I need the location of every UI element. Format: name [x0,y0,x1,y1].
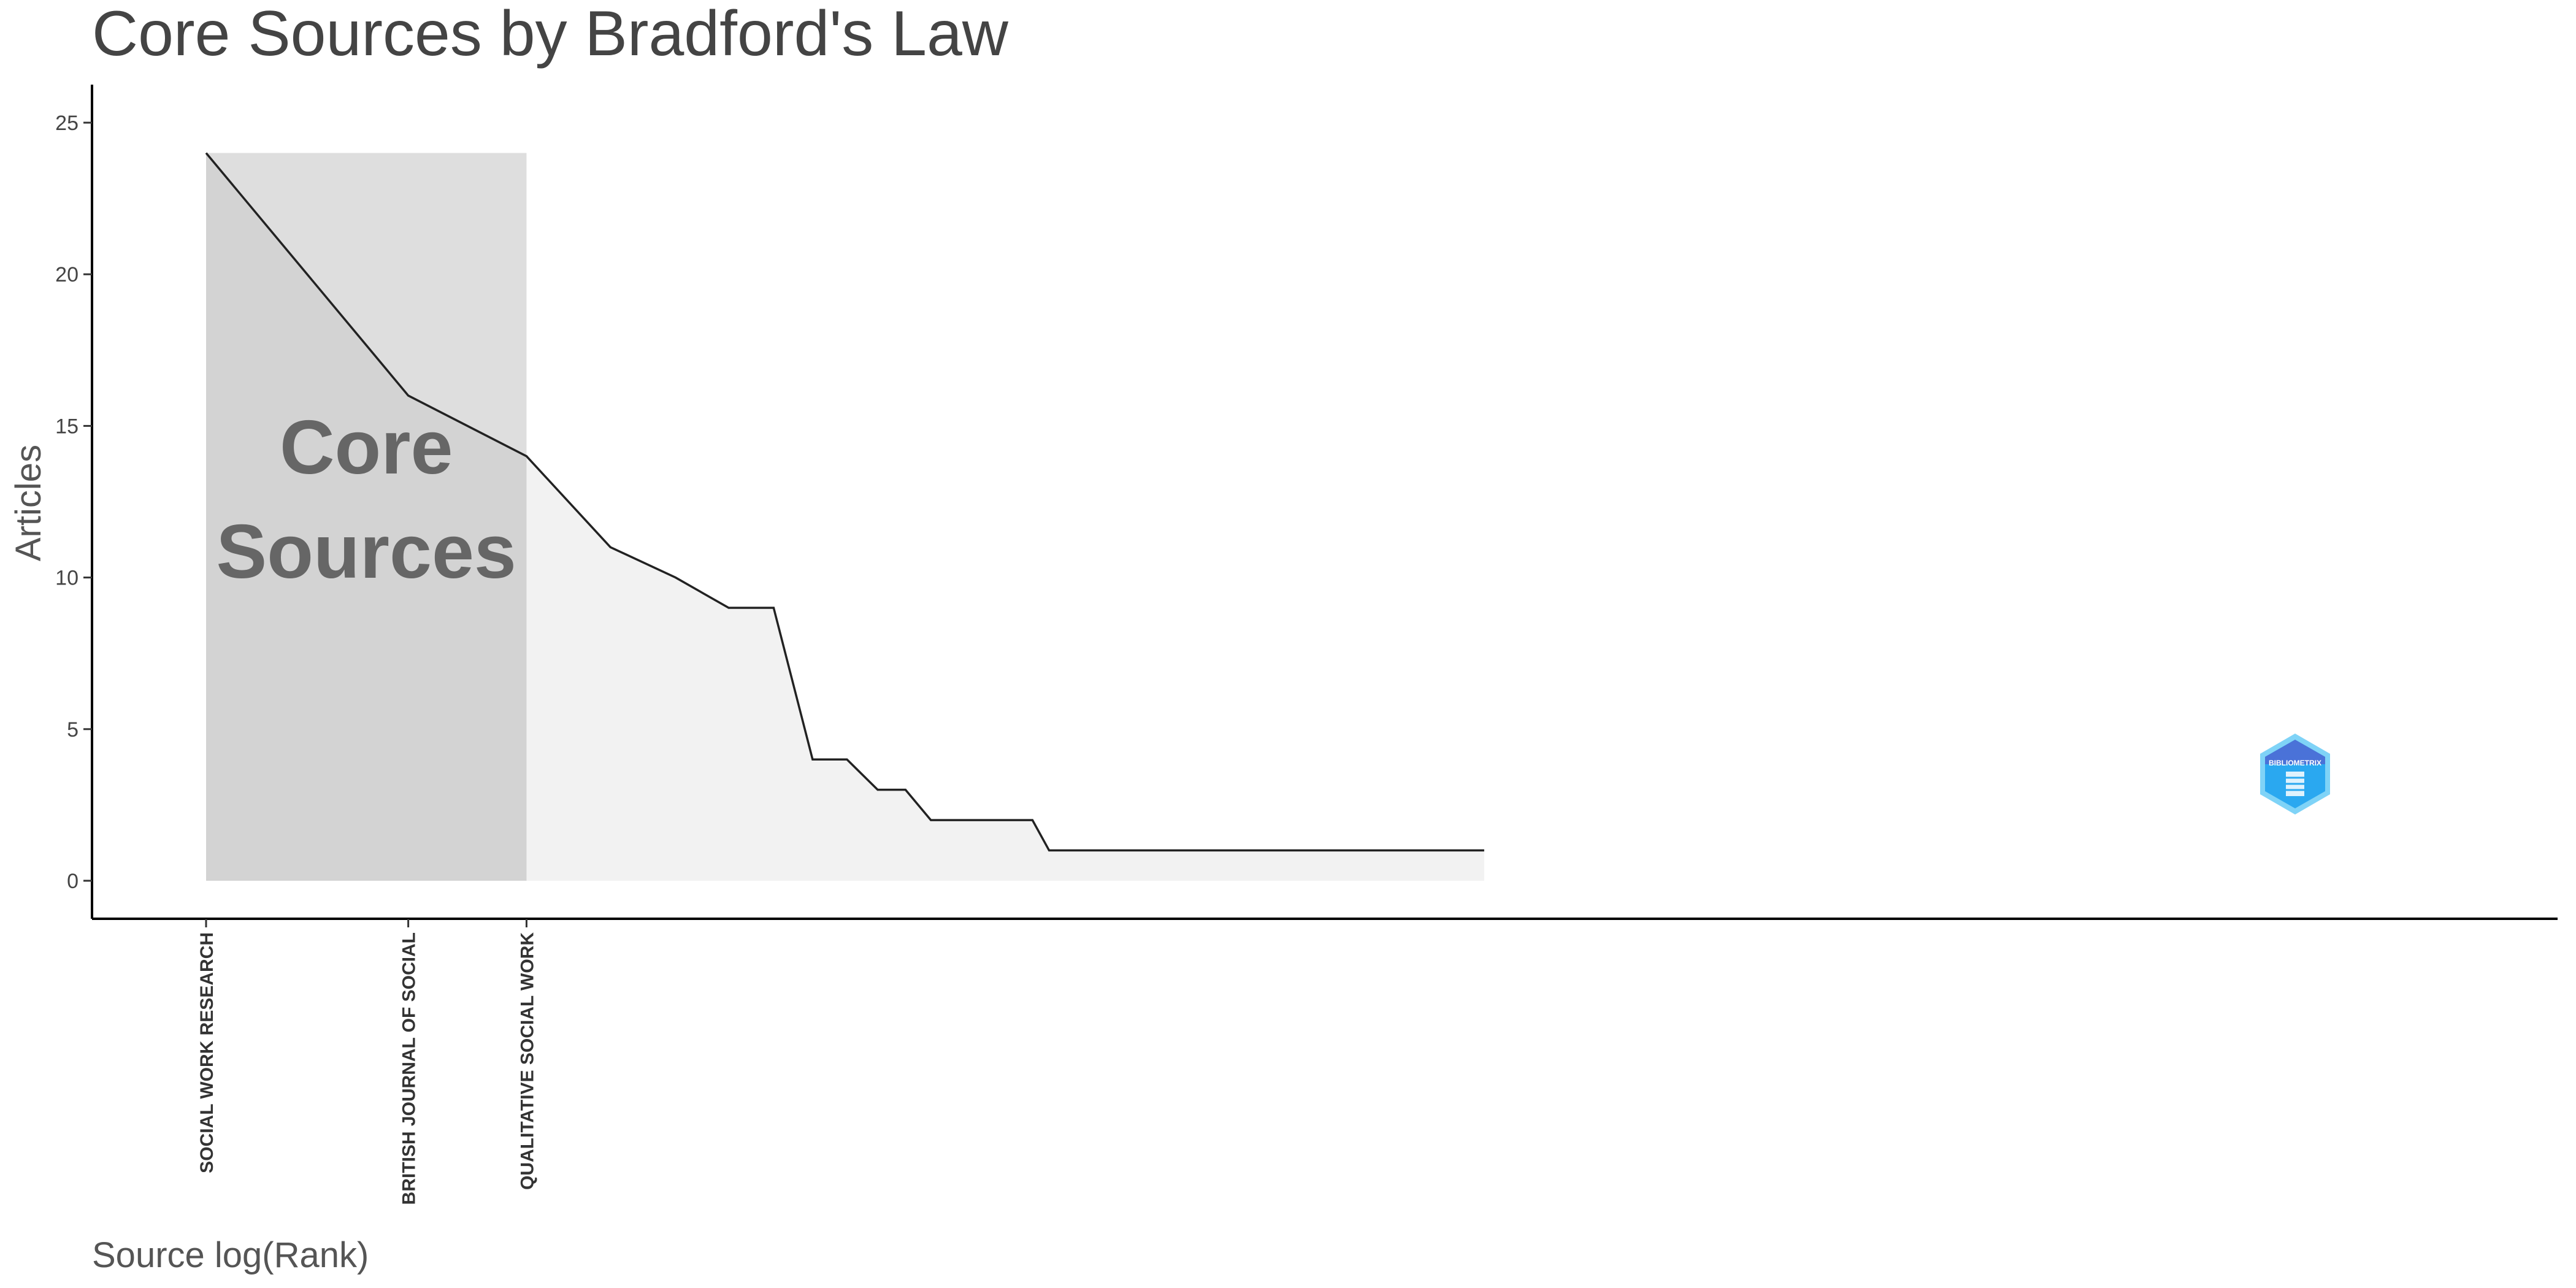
y-tick-label: 20 [55,263,79,286]
core-label-line-1: Core [280,405,453,490]
series-line [205,152,1484,852]
y-tick-label: 15 [55,415,79,438]
y-tick-label: 0 [67,870,79,893]
plot-area: Core Sources 0 5 10 15 20 25 SOCIAL WORK RESEARC… [55,85,2558,1205]
core-area-fill [206,153,527,881]
chart-title: Core Sources by Bradford's Law [92,0,1009,69]
logo-text: BIBLIOMETRIX [2269,759,2321,767]
x-axis-title: Source log(Rank) [92,1235,369,1275]
logo-hexagon-top [2265,740,2325,764]
bibliometrix-logo: BIBLIOMETRIX [2260,734,2330,815]
y-tick-label: 10 [55,567,79,590]
x-tick-label: SOCIAL WORK RESEARCH [197,932,217,1173]
logo-building-lines [2286,776,2304,791]
y-axis-title: Articles [9,445,48,561]
y-tick-label: 5 [67,718,79,742]
x-tick-label: QUALITATIVE SOCIAL WORK [517,932,537,1190]
y-tick-label: 25 [55,112,79,135]
x-tick-label: BRITISH JOURNAL OF SOCIAL [399,932,420,1205]
core-label-line-2: Sources [217,510,516,594]
